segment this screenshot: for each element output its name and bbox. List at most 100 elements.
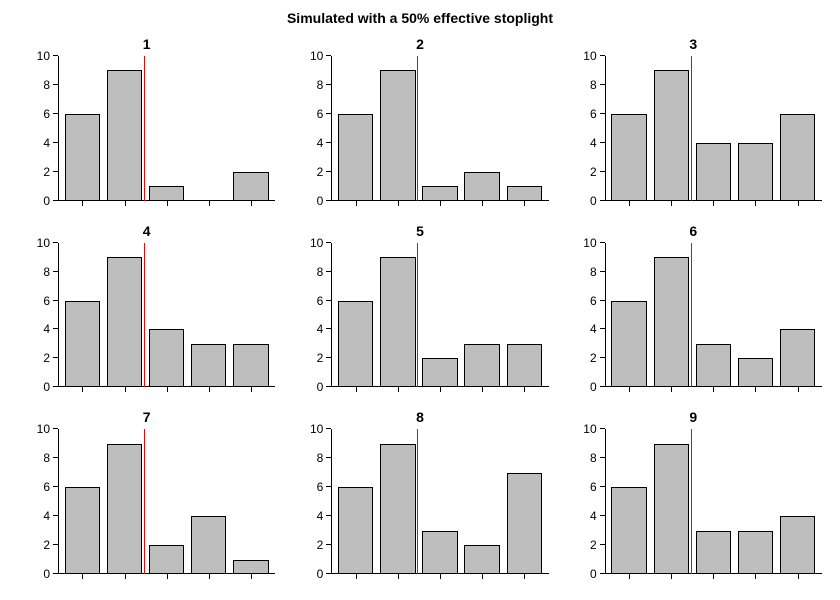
bar <box>233 560 268 574</box>
ytick-mark <box>326 55 331 56</box>
panel-title: 6 <box>559 223 828 239</box>
xtick-mark <box>82 574 83 579</box>
ytick-label: 6 <box>43 480 50 494</box>
ytick-mark <box>53 142 58 143</box>
xtick-mark <box>713 574 714 579</box>
xtick-mark <box>440 201 441 206</box>
ytick-mark <box>600 328 605 329</box>
ytick-mark <box>53 515 58 516</box>
ytick-label: 8 <box>43 78 50 92</box>
bar <box>780 516 815 574</box>
ytick-mark <box>326 242 331 243</box>
ytick-mark <box>53 428 58 429</box>
ytick-mark <box>600 357 605 358</box>
ytick-mark <box>326 386 331 387</box>
ytick-label: 2 <box>317 351 324 365</box>
ytick-label: 0 <box>43 380 50 394</box>
xtick-mark <box>629 201 630 206</box>
ytick-mark <box>53 457 58 458</box>
ytick-label: 10 <box>310 236 323 250</box>
ytick-mark <box>326 428 331 429</box>
xtick-mark <box>713 387 714 392</box>
ytick-mark <box>326 142 331 143</box>
xtick-mark <box>167 387 168 392</box>
plot-area: 0246810 <box>605 429 822 574</box>
reference-line <box>417 56 418 201</box>
ytick-mark <box>326 357 331 358</box>
ytick-label: 2 <box>43 351 50 365</box>
bar <box>738 531 773 574</box>
xtick-mark <box>755 387 756 392</box>
bar <box>696 143 731 201</box>
plot-area: 0246810 <box>331 56 548 201</box>
ytick-mark <box>600 515 605 516</box>
bar <box>611 301 646 388</box>
ytick-label: 0 <box>590 567 597 581</box>
panel-title: 4 <box>12 223 281 239</box>
ytick-mark <box>53 200 58 201</box>
ytick-label: 0 <box>590 194 597 208</box>
panel-8: 80246810 <box>285 409 554 588</box>
bar <box>233 172 268 201</box>
panel-7: 70246810 <box>12 409 281 588</box>
ytick-mark <box>53 386 58 387</box>
bar <box>191 516 226 574</box>
ytick-label: 2 <box>317 538 324 552</box>
ytick-label: 2 <box>590 351 597 365</box>
bar <box>191 344 226 387</box>
xtick-mark <box>356 574 357 579</box>
ytick-mark <box>53 357 58 358</box>
bar <box>338 487 373 574</box>
bar <box>696 344 731 387</box>
ytick-label: 4 <box>43 322 50 336</box>
bar <box>422 358 457 387</box>
ytick-mark <box>600 573 605 574</box>
ytick-label: 6 <box>317 480 324 494</box>
bar <box>380 257 415 387</box>
ytick-label: 8 <box>317 78 324 92</box>
ytick-mark <box>326 544 331 545</box>
ytick-mark <box>53 486 58 487</box>
xtick-mark <box>755 201 756 206</box>
xtick-mark <box>524 387 525 392</box>
bar <box>65 487 100 574</box>
ytick-label: 2 <box>43 538 50 552</box>
panel-4: 40246810 <box>12 223 281 402</box>
ytick-label: 0 <box>43 194 50 208</box>
ytick-label: 2 <box>43 165 50 179</box>
ytick-mark <box>600 55 605 56</box>
ytick-label: 8 <box>43 451 50 465</box>
bar <box>380 444 415 574</box>
ytick-label: 8 <box>590 265 597 279</box>
xtick-mark <box>167 574 168 579</box>
ytick-mark <box>53 55 58 56</box>
xtick-mark <box>755 574 756 579</box>
ytick-label: 2 <box>590 165 597 179</box>
xtick-mark <box>251 387 252 392</box>
xtick-mark <box>209 201 210 206</box>
panel-title: 8 <box>285 409 554 425</box>
bar <box>65 114 100 201</box>
reference-line <box>417 429 418 574</box>
panel-title: 3 <box>559 36 828 52</box>
figure-title: Simulated with a 50% effective stoplight <box>0 10 840 26</box>
ytick-mark <box>326 328 331 329</box>
plot-area: 0246810 <box>605 56 822 201</box>
bar <box>338 301 373 388</box>
bar <box>611 487 646 574</box>
bar <box>654 257 689 387</box>
bar <box>507 473 542 574</box>
ytick-label: 2 <box>590 538 597 552</box>
xtick-mark <box>125 201 126 206</box>
xtick-mark <box>251 201 252 206</box>
ytick-mark <box>326 486 331 487</box>
panel-title: 2 <box>285 36 554 52</box>
figure: Simulated with a 50% effective stoplight… <box>0 0 840 600</box>
xtick-mark <box>356 201 357 206</box>
ytick-label: 10 <box>37 49 50 63</box>
ytick-label: 6 <box>590 480 597 494</box>
bar <box>107 257 142 387</box>
xtick-mark <box>798 574 799 579</box>
panel-title: 5 <box>285 223 554 239</box>
xtick-mark <box>482 574 483 579</box>
